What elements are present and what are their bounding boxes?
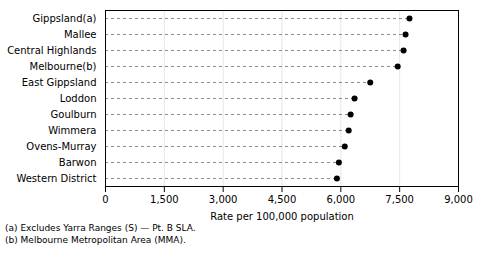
html-text:(b) Melbourne Metropolitan Are: (b) Melbourne Metropolitan Area (MMA). — [5, 235, 186, 245]
svg-text:Wimmera: Wimmera — [48, 125, 96, 136]
svg-text:0: 0 — [102, 194, 108, 205]
svg-text:Ovens-Murray: Ovens-Murray — [26, 141, 96, 152]
svg-text:Central Highlands: Central Highlands — [7, 45, 96, 56]
svg-text:9,000: 9,000 — [444, 194, 473, 205]
svg-text:Melbourne(b): Melbourne(b) — [30, 61, 97, 72]
svg-text:3,000: 3,000 — [209, 194, 238, 205]
svg-text:Mallee: Mallee — [64, 29, 97, 40]
svg-text:7,500: 7,500 — [385, 194, 414, 205]
svg-text:Loddon: Loddon — [60, 93, 97, 104]
svg-text:4,500: 4,500 — [268, 194, 297, 205]
svg-text:Gippsland(a): Gippsland(a) — [33, 13, 97, 24]
svg-text:Goulburn: Goulburn — [51, 109, 97, 120]
svg-text:Rate per 100,000 population: Rate per 100,000 population — [210, 211, 354, 222]
html-text:(a) Excludes Yarra Ranges (S): (a) Excludes Yarra Ranges (S) — Pt. B SL… — [5, 223, 196, 233]
svg-text:1,500: 1,500 — [150, 194, 179, 205]
svg-text:6,000: 6,000 — [327, 194, 356, 205]
svg-text:Barwon: Barwon — [59, 157, 97, 168]
svg-text:Western District: Western District — [16, 173, 96, 184]
svg-text:East Gippsland: East Gippsland — [22, 77, 97, 88]
